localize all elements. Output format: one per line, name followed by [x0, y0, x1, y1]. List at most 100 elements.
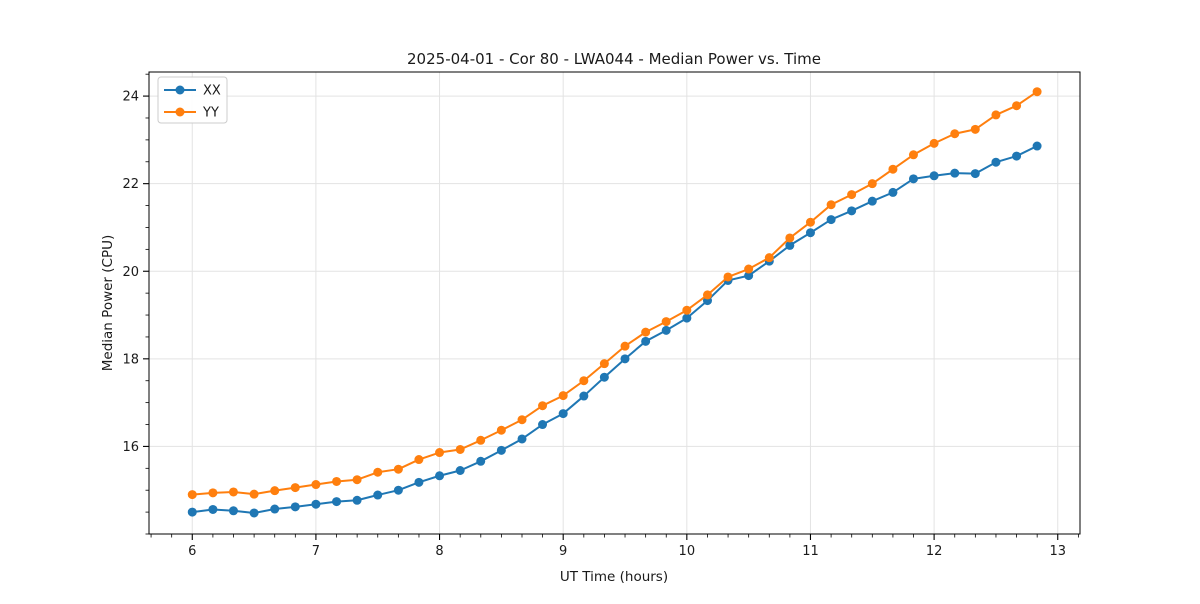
data-point: [599, 372, 609, 382]
data-point: [517, 434, 527, 444]
data-point: [352, 495, 362, 505]
data-point: [208, 504, 218, 514]
data-point: [435, 471, 445, 481]
data-point: [1012, 101, 1022, 111]
data-point: [476, 456, 486, 466]
data-point: [228, 487, 238, 497]
data-point: [496, 425, 506, 435]
data-point: [558, 409, 568, 419]
data-point: [579, 391, 589, 401]
data-point: [826, 200, 836, 210]
chart-title: 2025-04-01 - Cor 80 - LWA044 - Median Po…: [407, 50, 821, 68]
data-point: [744, 264, 754, 274]
x-tick-label: 9: [559, 544, 567, 559]
data-point: [661, 317, 671, 327]
chart-layers: 6 7 8 9 10 11 12 13 16 18 20 22 24 XX YY: [122, 71, 1081, 559]
data-point: [620, 341, 630, 351]
data-point: [414, 455, 424, 465]
data-point: [517, 415, 527, 425]
data-point: [888, 164, 898, 174]
data-point: [867, 196, 877, 206]
data-point: [908, 150, 918, 160]
y-tick-label: 20: [122, 265, 139, 280]
x-tick-label: 6: [188, 544, 196, 559]
x-tick-label: 7: [312, 544, 320, 559]
y-tick-label: 22: [122, 177, 139, 192]
data-point: [270, 504, 280, 514]
data-point: [641, 327, 651, 337]
data-point: [393, 464, 403, 474]
y-tick-label: 16: [122, 440, 139, 455]
data-point: [208, 488, 218, 498]
axes: 6 7 8 9 10 11 12 13 16 18 20 22 24: [122, 71, 1081, 559]
x-tick-label: 8: [435, 544, 443, 559]
x-tick-label: 13: [1049, 544, 1066, 559]
data-point: [723, 272, 733, 282]
series-XX-line: [192, 145, 1038, 514]
data-point: [620, 354, 630, 364]
data-point: [311, 480, 321, 490]
legend-marker: [175, 107, 185, 117]
grid-lines: [149, 72, 1080, 534]
data-point: [455, 466, 465, 476]
legend: XX YY: [157, 76, 228, 124]
data-point: [476, 435, 486, 445]
data-point: [702, 290, 712, 300]
data-point: [950, 168, 960, 178]
data-point: [435, 448, 445, 458]
y-tick-label: 18: [122, 352, 139, 367]
data-point: [228, 506, 238, 516]
data-point: [888, 187, 898, 197]
y-axis-label: Median Power (CPU): [100, 235, 116, 371]
x-tick-label: 11: [802, 544, 819, 559]
data-point: [867, 179, 877, 189]
series-YY: [187, 87, 1042, 500]
legend-label-XX: XX: [203, 84, 221, 99]
data-point: [332, 497, 342, 507]
data-point: [991, 110, 1001, 120]
data-point: [805, 217, 815, 227]
data-point: [538, 401, 548, 411]
data-point: [847, 206, 857, 216]
data-point: [249, 508, 259, 518]
data-point: [1012, 151, 1022, 161]
data-point: [805, 228, 815, 238]
data-point: [373, 467, 383, 477]
data-point: [929, 138, 939, 148]
x-tick-label: 12: [926, 544, 943, 559]
data-point: [641, 336, 651, 346]
data-point: [538, 420, 548, 430]
data-point: [1032, 87, 1042, 97]
data-point: [393, 485, 403, 495]
data-point: [950, 129, 960, 139]
data-point: [908, 174, 918, 184]
y-tick-label: 24: [122, 90, 139, 105]
data-point: [764, 253, 774, 263]
data-point: [826, 215, 836, 225]
data-point: [290, 502, 300, 512]
data-point: [311, 499, 321, 509]
data-point: [929, 171, 939, 181]
data-point: [187, 490, 197, 500]
data-point: [682, 305, 692, 315]
data-point: [352, 475, 362, 485]
data-point: [332, 476, 342, 486]
data-point: [558, 391, 568, 401]
data-point: [579, 376, 589, 386]
plot-border: [148, 71, 1081, 535]
data-point: [682, 313, 692, 323]
data-point: [290, 483, 300, 493]
x-tick-label: 10: [679, 544, 696, 559]
x-axis-label: UT Time (hours): [560, 569, 668, 585]
data-point: [270, 486, 280, 496]
data-point: [599, 359, 609, 369]
legend-marker: [175, 85, 185, 95]
data-point: [496, 445, 506, 455]
data-point: [455, 444, 465, 454]
data-point: [1032, 141, 1042, 151]
data-point: [249, 489, 259, 499]
data-point: [744, 271, 754, 281]
data-point: [991, 157, 1001, 167]
